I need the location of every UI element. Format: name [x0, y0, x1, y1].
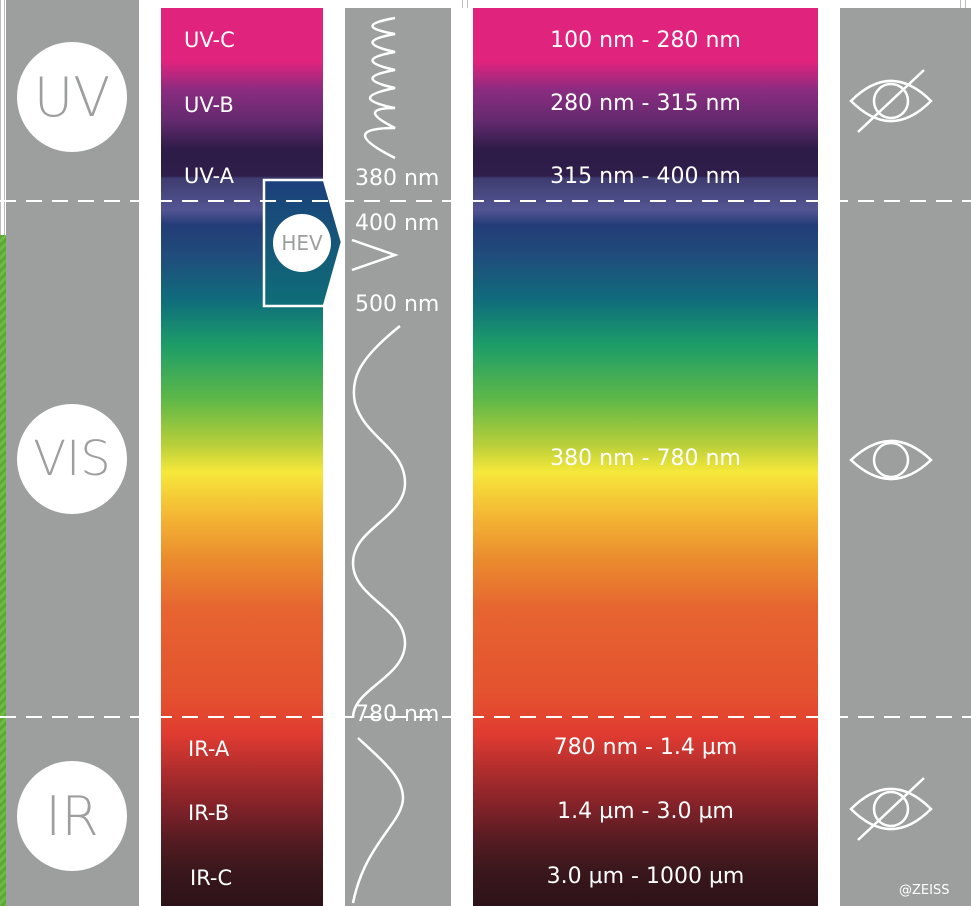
- ir-a-band-label: IR-A: [188, 737, 230, 761]
- visibility-column: [840, 8, 971, 906]
- ir-c-range: 3.0 µm - 1000 µm: [546, 864, 745, 889]
- uv-b-range: 280 nm - 315 nm: [550, 91, 741, 116]
- vis-ir-boundary-line: [0, 716, 971, 718]
- uv-a-band-label: UV-A: [184, 164, 234, 188]
- range-frame-line: [462, 0, 468, 8]
- eye-crossed-icon: [849, 69, 933, 133]
- ir-category-label: IR: [45, 784, 99, 848]
- uv-c-range: 100 nm - 280 nm: [550, 28, 741, 53]
- eye-icon: [849, 439, 933, 481]
- uv-b-band-label: UV-B: [184, 93, 234, 117]
- wavelength-mark-400: 400 nm: [355, 211, 440, 236]
- vis-category-label: VIS: [33, 431, 111, 487]
- right-frame-line: [960, 0, 966, 8]
- hev-marker: [262, 178, 344, 308]
- uv-c-band-label: UV-C: [184, 28, 235, 52]
- wavelength-mark-380: 380 nm: [355, 166, 440, 191]
- credit-label: @ZEISS: [899, 883, 950, 898]
- ir-a-range: 780 nm - 1.4 µm: [553, 735, 738, 760]
- left-frame-line: [0, 0, 5, 235]
- wavelength-mark-500: 500 nm: [355, 292, 440, 317]
- uv-category-circle: UV: [17, 42, 127, 152]
- visible-range: 380 nm - 780 nm: [550, 446, 741, 471]
- wavelength-mark-780: 780 nm: [355, 702, 440, 727]
- ir-b-band-label: IR-B: [188, 801, 230, 825]
- ir-c-band-label: IR-C: [190, 866, 233, 890]
- uv-category-label: UV: [33, 65, 111, 129]
- uv-vis-boundary-line: [0, 200, 971, 202]
- eye-crossed-icon: [849, 777, 933, 841]
- range-spectrum-column: [473, 8, 818, 906]
- uv-a-range: 315 nm - 400 nm: [550, 164, 741, 189]
- category-column: UV VIS IR: [6, 0, 139, 906]
- wave-column: [345, 8, 451, 906]
- vis-category-circle: VIS: [17, 404, 127, 514]
- ir-b-range: 1.4 µm - 3.0 µm: [557, 799, 734, 824]
- hev-label: HEV: [281, 231, 323, 255]
- ir-category-circle: IR: [17, 761, 127, 871]
- band-spectrum-column: [161, 8, 323, 906]
- wavelength-wave-icon: [351, 16, 407, 904]
